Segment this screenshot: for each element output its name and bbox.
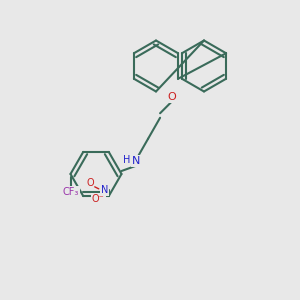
Text: O⁻: O⁻ xyxy=(92,194,105,204)
Text: N: N xyxy=(132,156,140,166)
Text: O: O xyxy=(168,92,176,102)
Text: CF₃: CF₃ xyxy=(62,187,79,197)
Text: N: N xyxy=(100,185,108,195)
Text: O: O xyxy=(87,178,94,188)
Text: H: H xyxy=(123,155,131,165)
